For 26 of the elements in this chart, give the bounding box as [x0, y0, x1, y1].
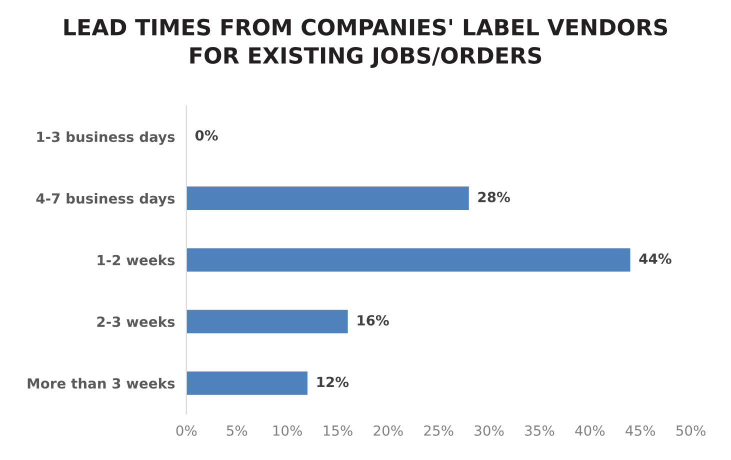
- data-label: 28%: [478, 192, 510, 202]
- x-tick-label: 50%: [676, 425, 706, 436]
- y-tick-label: 1-2 weeks: [98, 254, 175, 266]
- chart-title: LEAD TIMES FROM COMPANIES' LABEL VENDORS FOR EXISTING JOBS/ORDERS: [64, 18, 668, 68]
- data-label: 16%: [358, 315, 389, 326]
- x-tick-label: 0%: [176, 425, 197, 436]
- x-tick-label: 35%: [525, 425, 554, 436]
- x-tick-label: 30%: [474, 425, 504, 436]
- y-tick-label: 2-3 weeks: [97, 316, 175, 328]
- bar: [186, 186, 469, 210]
- y-tick-label: 1-3 business days: [37, 131, 175, 145]
- x-tick-label: 20%: [374, 425, 403, 436]
- x-tick-label: 5%: [226, 425, 248, 436]
- x-tick-label: 40%: [575, 425, 605, 436]
- y-tick-label: 4-7 business days: [36, 192, 175, 207]
- x-tick-label: 25%: [424, 425, 454, 436]
- bar: [186, 248, 630, 272]
- y-tick-label: More than 3 weeks: [28, 378, 175, 389]
- bar: [186, 371, 308, 395]
- data-label: 12%: [317, 376, 349, 388]
- x-tick-label: 10%: [273, 425, 302, 436]
- bar: [186, 310, 348, 334]
- x-tick-label: 15%: [324, 425, 352, 436]
- data-label: 0%: [195, 130, 218, 141]
- x-tick-label: 45%: [626, 425, 656, 436]
- data-label: 44%: [639, 253, 672, 264]
